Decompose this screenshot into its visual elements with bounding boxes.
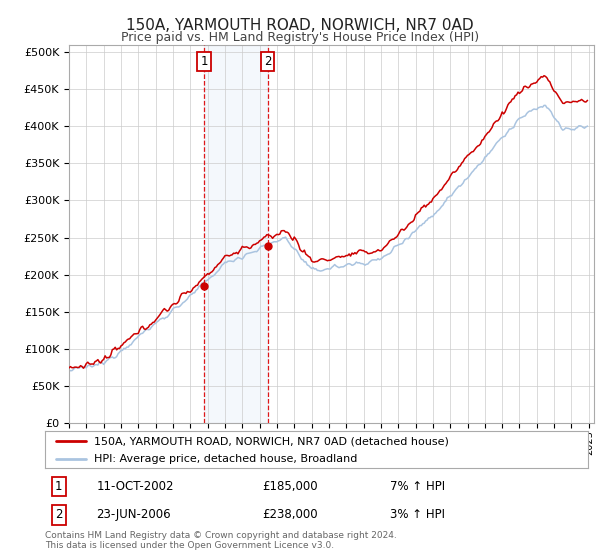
Text: £238,000: £238,000 xyxy=(262,508,318,521)
Text: Price paid vs. HM Land Registry's House Price Index (HPI): Price paid vs. HM Land Registry's House … xyxy=(121,31,479,44)
Text: 1: 1 xyxy=(200,55,208,68)
Text: 7% ↑ HPI: 7% ↑ HPI xyxy=(390,480,445,493)
Text: 1: 1 xyxy=(55,480,62,493)
Text: 2: 2 xyxy=(55,508,62,521)
Text: 150A, YARMOUTH ROAD, NORWICH, NR7 0AD (detached house): 150A, YARMOUTH ROAD, NORWICH, NR7 0AD (d… xyxy=(94,436,449,446)
Text: HPI: Average price, detached house, Broadland: HPI: Average price, detached house, Broa… xyxy=(94,454,357,464)
Text: 150A, YARMOUTH ROAD, NORWICH, NR7 0AD: 150A, YARMOUTH ROAD, NORWICH, NR7 0AD xyxy=(126,18,474,33)
Text: Contains HM Land Registry data © Crown copyright and database right 2024.
This d: Contains HM Land Registry data © Crown c… xyxy=(45,531,397,550)
Text: 3% ↑ HPI: 3% ↑ HPI xyxy=(390,508,445,521)
Bar xyxy=(204,45,268,423)
Text: 2: 2 xyxy=(264,55,271,68)
Text: 23-JUN-2006: 23-JUN-2006 xyxy=(97,508,171,521)
Text: 11-OCT-2002: 11-OCT-2002 xyxy=(97,480,174,493)
Text: £185,000: £185,000 xyxy=(262,480,318,493)
